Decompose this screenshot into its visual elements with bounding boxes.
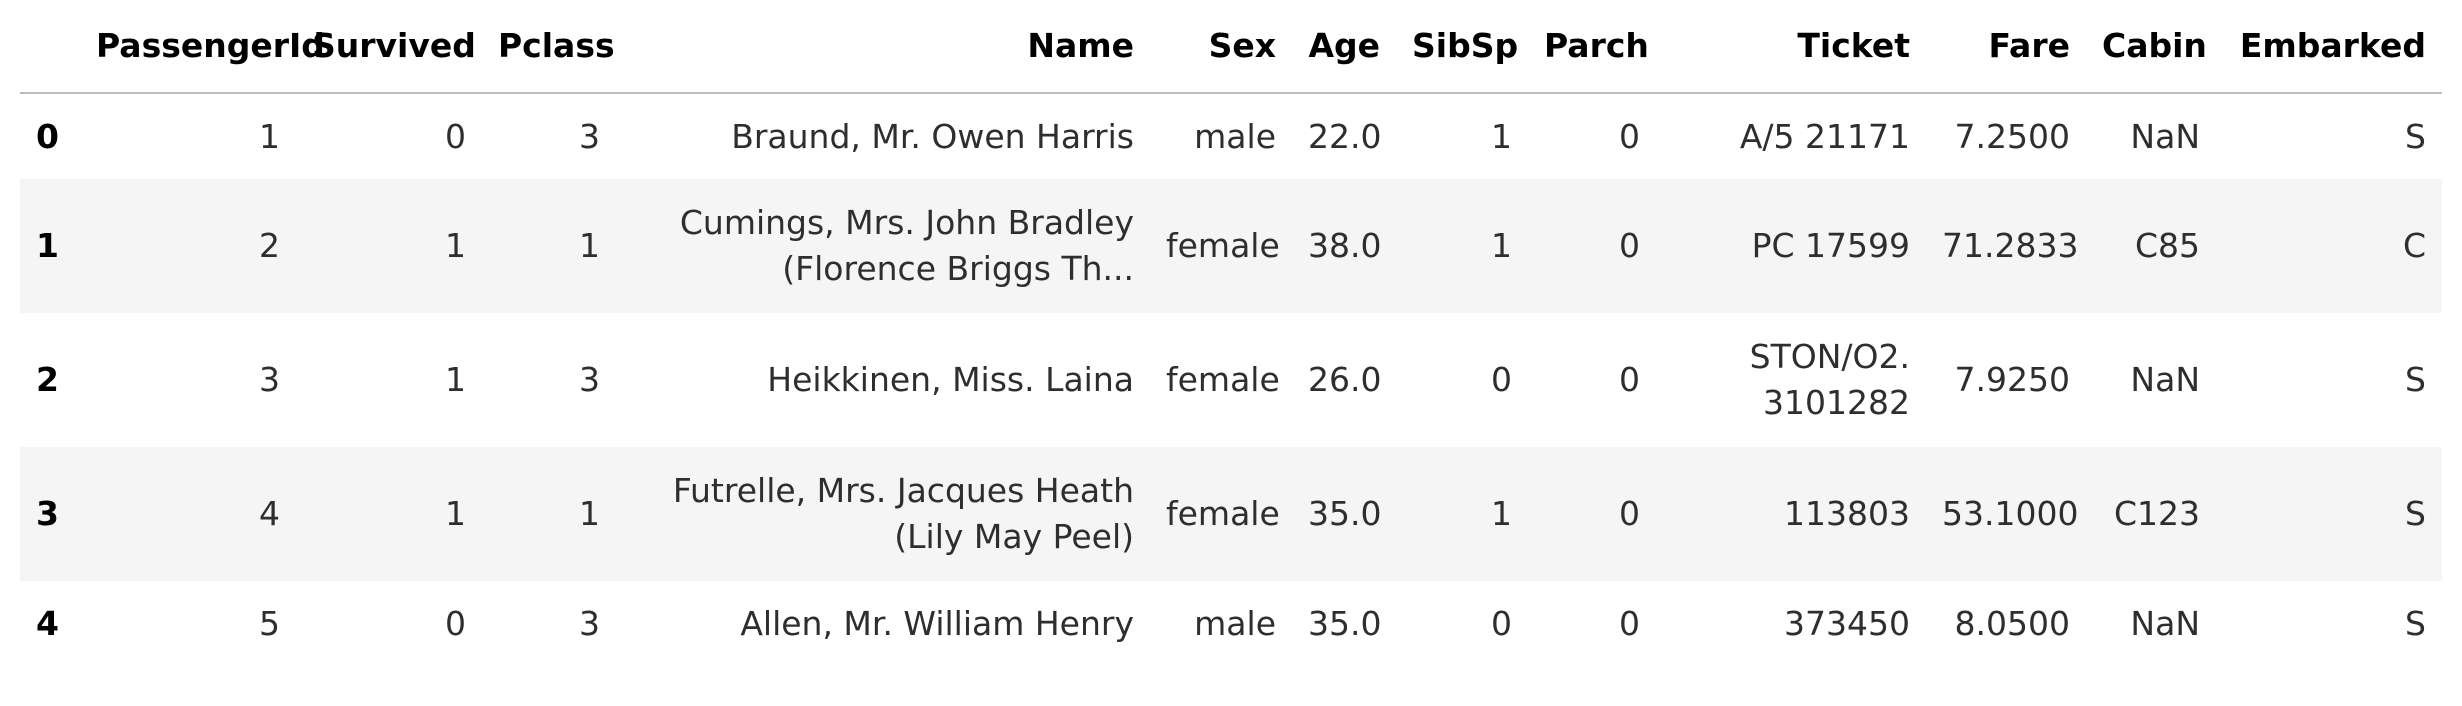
cell-age: 26.0 [1308, 360, 1382, 399]
cell-parch: 0 [1619, 604, 1640, 643]
cell-fare: 7.2500 [1954, 116, 2070, 156]
cell-parch: 0 [1619, 494, 1640, 533]
cell-pclass: 3 [579, 604, 600, 643]
cell-sex: female [1166, 360, 1280, 399]
column-header-ticket: Ticket [1656, 0, 1926, 94]
cell-sibsp: 0 [1491, 604, 1512, 643]
row-index: 4 [36, 604, 59, 643]
cell-name: Heikkinen, Miss. Laina [767, 360, 1134, 399]
header-row: PassengerId Survived Pclass Name Sex Age… [20, 0, 2442, 94]
cell-ticket: PC 17599 [1751, 226, 1910, 265]
cell-parch: 0 [1619, 226, 1640, 265]
row-index: 0 [36, 116, 59, 156]
cell-cabin: C85 [2134, 226, 2200, 265]
cell-sex: male [1194, 116, 1276, 156]
column-header-fare: Fare [1926, 0, 2086, 94]
cell-name: Cumings, Mrs. John Bradley (Florence Bri… [679, 203, 1134, 288]
table-row: 1 2 1 1 Cumings, Mrs. John Bradley (Flor… [20, 179, 2442, 313]
cell-sex: female [1166, 494, 1280, 533]
cell-cabin: NaN [2130, 116, 2200, 156]
table-row: 0 1 0 3 Braund, Mr. Owen Harris male 22.… [20, 93, 2442, 179]
cell-fare: 7.9250 [1954, 360, 2070, 399]
column-header-pclass: Pclass [482, 0, 616, 94]
dataframe-table: PassengerId Survived Pclass Name Sex Age… [20, 0, 2442, 667]
cell-survived: 1 [445, 226, 466, 265]
cell-fare: 71.2833 [1942, 226, 2079, 265]
cell-survived: 0 [445, 116, 466, 156]
cell-ticket: STON/O2. 3101282 [1749, 337, 1910, 422]
cell-survived: 0 [445, 604, 466, 643]
cell-pclass: 3 [579, 116, 600, 156]
cell-sex: male [1194, 604, 1276, 643]
column-header-passengerid: PassengerId [80, 0, 325, 94]
table-row: 4 5 0 3 Allen, Mr. William Henry male 35… [20, 581, 2442, 667]
column-header-sex: Sex [1150, 0, 1292, 94]
cell-sex: female [1166, 226, 1280, 265]
cell-parch: 0 [1619, 116, 1640, 156]
cell-sibsp: 1 [1491, 116, 1512, 156]
cell-passengerid: 5 [259, 604, 280, 643]
cell-age: 35.0 [1308, 494, 1382, 533]
cell-fare: 53.1000 [1942, 494, 2079, 533]
cell-embarked: S [2405, 604, 2426, 643]
cell-passengerid: 1 [259, 116, 280, 156]
column-header-parch: Parch [1528, 0, 1656, 94]
row-index: 3 [36, 494, 59, 533]
cell-age: 38.0 [1308, 226, 1382, 265]
column-header-name: Name [616, 0, 1150, 94]
dataframe-output: PassengerId Survived Pclass Name Sex Age… [20, 0, 2442, 667]
cell-passengerid: 4 [259, 494, 280, 533]
cell-cabin: NaN [2130, 360, 2200, 399]
cell-cabin: NaN [2130, 604, 2200, 643]
cell-fare: 8.0500 [1954, 604, 2070, 643]
column-header-age: Age [1292, 0, 1396, 94]
row-index: 1 [36, 226, 59, 265]
cell-embarked: C [2402, 226, 2426, 265]
cell-ticket: A/5 21171 [1739, 116, 1910, 156]
cell-name: Braund, Mr. Owen Harris [731, 116, 1134, 156]
cell-passengerid: 3 [259, 360, 280, 399]
index-header [20, 0, 80, 94]
table-row: 2 3 1 3 Heikkinen, Miss. Laina female 26… [20, 313, 2442, 447]
table-row: 3 4 1 1 Futrelle, Mrs. Jacques Heath (Li… [20, 447, 2442, 581]
cell-pclass: 3 [579, 360, 600, 399]
cell-name: Futrelle, Mrs. Jacques Heath (Lily May P… [672, 471, 1134, 556]
column-header-sibsp: SibSp [1396, 0, 1528, 94]
column-header-cabin: Cabin [2086, 0, 2216, 94]
cell-embarked: S [2405, 494, 2426, 533]
cell-parch: 0 [1619, 360, 1640, 399]
cell-survived: 1 [445, 494, 466, 533]
cell-ticket: 113803 [1784, 494, 1910, 533]
cell-sibsp: 1 [1491, 226, 1512, 265]
cell-age: 22.0 [1308, 116, 1382, 156]
cell-embarked: S [2405, 116, 2426, 156]
cell-ticket: 373450 [1784, 604, 1910, 643]
cell-age: 35.0 [1308, 604, 1382, 643]
row-index: 2 [36, 360, 59, 399]
cell-pclass: 1 [579, 226, 600, 265]
cell-embarked: S [2405, 360, 2426, 399]
cell-passengerid: 2 [259, 226, 280, 265]
cell-survived: 1 [445, 360, 466, 399]
column-header-embarked: Embarked [2216, 0, 2442, 94]
cell-sibsp: 0 [1491, 360, 1512, 399]
column-header-survived: Survived [296, 0, 482, 94]
cell-sibsp: 1 [1491, 494, 1512, 533]
cell-pclass: 1 [579, 494, 600, 533]
cell-name: Allen, Mr. William Henry [740, 604, 1134, 643]
cell-cabin: C123 [2113, 494, 2200, 533]
